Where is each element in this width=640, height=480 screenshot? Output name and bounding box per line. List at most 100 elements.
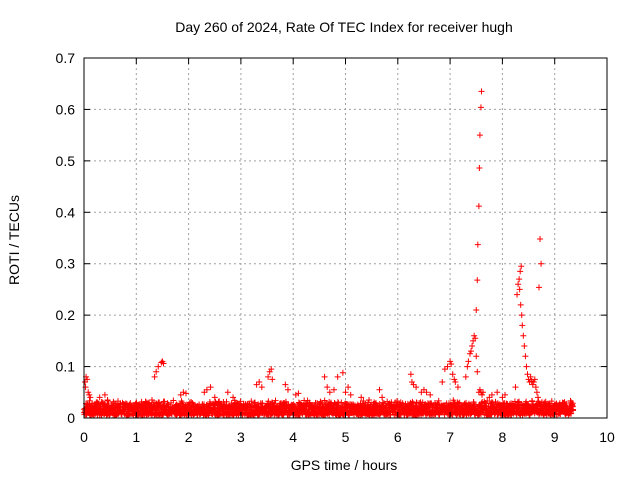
data-point xyxy=(477,104,484,111)
data-point xyxy=(518,263,525,270)
data-point xyxy=(476,386,483,393)
data-point xyxy=(523,363,530,370)
data-point xyxy=(562,404,569,411)
x-tick-label: 9 xyxy=(551,429,559,445)
data-point xyxy=(292,391,299,398)
data-point xyxy=(537,236,544,243)
data-point xyxy=(474,277,481,284)
data-point xyxy=(345,384,352,391)
data-point xyxy=(347,391,354,398)
data-point xyxy=(478,88,485,95)
data-point xyxy=(465,358,472,365)
data-point xyxy=(151,373,158,380)
x-tick-label: 10 xyxy=(599,429,615,445)
data-point xyxy=(201,389,208,396)
data-point xyxy=(469,343,476,349)
data-point xyxy=(317,399,324,406)
data-point xyxy=(529,381,536,388)
data-point xyxy=(541,399,548,406)
y-axis-ticks: 0 0.1 0.2 0.3 0.4 0.5 0.6 0.7 xyxy=(56,50,607,426)
chart-title: Day 260 of 2024, Rate Of TEC Index for r… xyxy=(175,19,512,35)
data-point xyxy=(556,404,563,411)
data-point xyxy=(203,386,210,393)
data-point xyxy=(425,403,432,410)
data-point xyxy=(548,398,555,405)
data-point xyxy=(326,389,333,396)
x-tick-label: 7 xyxy=(446,429,454,445)
data-point xyxy=(546,402,553,409)
data-point xyxy=(475,203,482,210)
y-tick-label: 0 xyxy=(67,410,75,426)
data-point xyxy=(473,353,480,360)
data-point xyxy=(474,241,481,248)
data-point xyxy=(435,397,442,404)
data-point xyxy=(258,384,265,391)
data-point xyxy=(410,381,417,388)
data-point xyxy=(516,286,523,293)
data-point xyxy=(82,384,89,391)
data-point xyxy=(170,397,177,404)
data-point xyxy=(268,366,275,373)
data-point xyxy=(523,398,530,405)
data-point xyxy=(265,373,272,380)
x-tick-label: 5 xyxy=(342,429,350,445)
y-tick-label: 0.5 xyxy=(56,153,76,169)
data-point xyxy=(96,394,103,401)
data-point xyxy=(473,307,480,313)
data-point xyxy=(551,402,558,409)
data-point xyxy=(480,389,487,396)
data-point xyxy=(494,389,501,396)
data-point xyxy=(471,332,478,339)
x-axis-label: GPS time / hours xyxy=(291,457,398,473)
data-point xyxy=(237,398,244,405)
data-point xyxy=(499,394,506,401)
data-point xyxy=(85,389,92,396)
data-point xyxy=(207,384,214,391)
data-point xyxy=(338,399,345,406)
data-point xyxy=(534,394,541,401)
data-point xyxy=(153,405,160,412)
data-point xyxy=(444,363,451,370)
data-point xyxy=(514,291,521,298)
data-point xyxy=(439,379,446,385)
data-point xyxy=(272,397,279,404)
x-tick-label: 0 xyxy=(80,429,88,445)
data-point xyxy=(462,373,469,380)
y-tick-label: 0.4 xyxy=(56,204,76,220)
data-point xyxy=(407,371,414,378)
data-point xyxy=(521,343,528,349)
data-point xyxy=(447,358,454,365)
data-point xyxy=(104,397,111,403)
data-point xyxy=(522,353,529,360)
data-point xyxy=(427,391,434,398)
data-point xyxy=(381,400,388,407)
data-point xyxy=(180,389,187,396)
data-point xyxy=(532,384,539,391)
data-point xyxy=(366,397,373,403)
data-point xyxy=(334,373,341,380)
data-point xyxy=(321,397,328,404)
data-point xyxy=(519,322,526,329)
data-point xyxy=(452,379,459,385)
data-point xyxy=(441,366,448,373)
data-point xyxy=(413,384,420,391)
data-point xyxy=(339,369,346,376)
data-point xyxy=(409,398,416,405)
data-point xyxy=(515,281,522,288)
data-point xyxy=(472,335,479,342)
data-point xyxy=(516,276,523,283)
data-point xyxy=(160,360,167,367)
data-point xyxy=(567,405,574,412)
data-point xyxy=(295,390,302,397)
data-point xyxy=(486,394,493,401)
data-point xyxy=(379,394,386,401)
data-points xyxy=(81,88,577,419)
data-point xyxy=(155,363,162,370)
y-tick-label: 0.1 xyxy=(56,359,76,375)
data-point xyxy=(569,402,576,409)
data-point xyxy=(342,389,349,396)
data-point xyxy=(520,332,527,339)
data-point xyxy=(153,368,160,375)
data-point xyxy=(148,397,155,403)
data-point xyxy=(224,389,231,396)
